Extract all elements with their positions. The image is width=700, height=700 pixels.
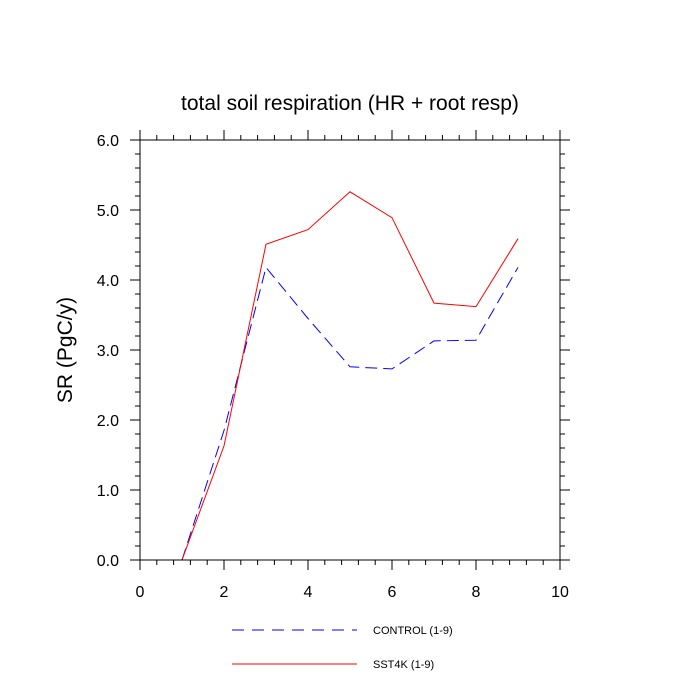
x-tick-label: 10 (551, 584, 569, 601)
legend-label-sst4k: SST4K (1-9) (373, 659, 434, 671)
major-ticks (130, 130, 570, 570)
x-tick-label: 2 (220, 584, 229, 601)
series-line-control (181, 266, 519, 561)
y-tick-labels: 0.0 1.0 2.0 3.0 4.0 5.0 6.0 (97, 133, 119, 570)
legend-label-control: CONTROL (1-9) (373, 625, 453, 637)
chart-title: total soil respiration (HR + root resp) (181, 92, 519, 115)
x-tick-labels: 0 2 4 6 8 10 (136, 584, 569, 601)
y-tick-label: 2.0 (97, 413, 119, 430)
series-line-sst4k (181, 191, 519, 561)
x-tick-label: 4 (304, 584, 313, 601)
y-tick-label: 4.0 (97, 273, 119, 290)
y-tick-label: 1.0 (97, 483, 119, 500)
y-tick-label: 0.0 (97, 553, 119, 570)
minor-ticks (135, 135, 565, 565)
y-tick-label: 5.0 (97, 203, 119, 220)
series-group (181, 191, 519, 561)
x-tick-label: 0 (136, 584, 145, 601)
y-tick-label: 6.0 (97, 133, 119, 150)
x-tick-label: 8 (472, 584, 481, 601)
legend: CONTROL (1-9) SST4K (1-9) (232, 625, 453, 671)
y-axis-label: SR (PgC/y) (54, 297, 77, 403)
plot-frame (139, 139, 561, 561)
y-tick-label: 3.0 (97, 343, 119, 360)
x-tick-label: 6 (388, 584, 397, 601)
